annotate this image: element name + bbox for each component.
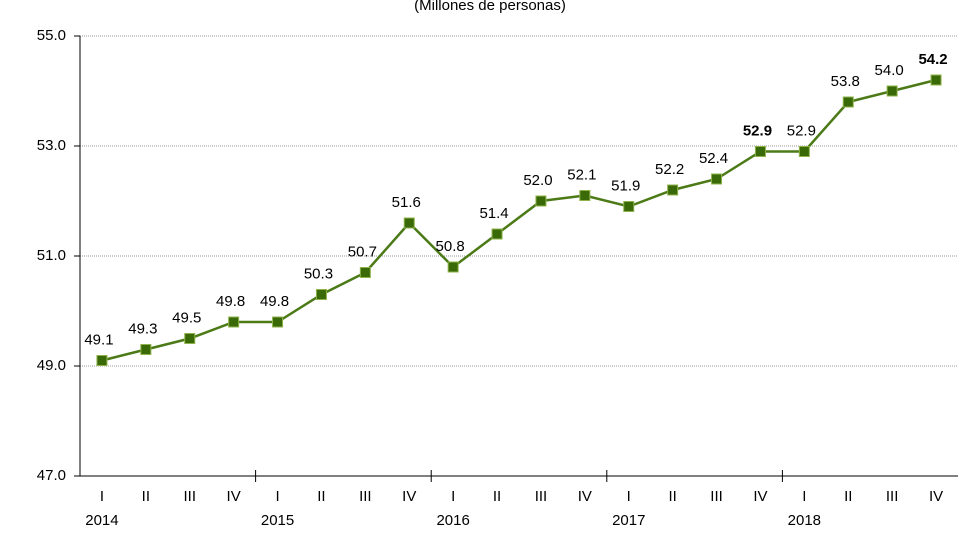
data-label: 50.8 xyxy=(436,238,465,255)
x-tick-label: II xyxy=(493,488,501,505)
x-tick-label: IV xyxy=(929,488,943,505)
data-label: 52.1 xyxy=(567,166,596,183)
point-marker xyxy=(228,316,240,328)
point-marker xyxy=(535,195,547,207)
y-tick-label: 55.0 xyxy=(37,27,66,44)
data-label: 52.0 xyxy=(523,172,552,189)
point-marker xyxy=(403,217,415,229)
point-marker xyxy=(359,267,371,278)
point-marker xyxy=(272,316,284,328)
data-label: 49.8 xyxy=(260,293,289,310)
data-label: 49.1 xyxy=(84,331,113,348)
data-label: 52.2 xyxy=(655,161,684,178)
point-marker xyxy=(447,261,459,273)
x-tick-label: I xyxy=(802,488,806,505)
x-tick-label: III xyxy=(359,488,372,505)
group-label: 2014 xyxy=(85,512,118,529)
y-tick-label: 47.0 xyxy=(37,467,66,484)
point-marker xyxy=(930,74,942,86)
x-tick-label: III xyxy=(710,488,723,505)
group-label: 2018 xyxy=(788,512,821,529)
data-label: 49.8 xyxy=(216,293,245,310)
x-tick-label: III xyxy=(535,488,548,505)
x-tick-label: IV xyxy=(227,488,241,505)
x-tick-label: I xyxy=(100,488,104,505)
data-label: 51.4 xyxy=(479,205,508,222)
x-tick-label: IV xyxy=(402,488,416,505)
point-marker xyxy=(754,146,766,157)
data-label: 49.5 xyxy=(172,309,201,326)
x-tick-label: I xyxy=(627,488,631,505)
data-label: 54.0 xyxy=(875,62,904,79)
data-label: 50.7 xyxy=(348,243,377,260)
point-marker xyxy=(315,289,327,300)
data-label: 53.8 xyxy=(831,73,860,90)
data-label: 54.2 xyxy=(918,51,947,68)
y-tick-label: 53.0 xyxy=(37,137,66,154)
y-tick-label: 51.0 xyxy=(37,247,66,264)
x-tick-label: II xyxy=(844,488,852,505)
group-label: 2015 xyxy=(261,512,294,529)
x-tick-label: I xyxy=(275,488,279,505)
point-marker xyxy=(184,333,196,344)
point-marker xyxy=(886,85,898,97)
point-marker xyxy=(491,228,503,240)
x-tick-label: I xyxy=(451,488,455,505)
point-marker xyxy=(140,344,152,355)
x-tick-label: II xyxy=(668,488,676,505)
data-label: 50.3 xyxy=(304,265,333,282)
group-label: 2016 xyxy=(436,512,469,529)
x-tick-label: III xyxy=(886,488,899,505)
point-marker xyxy=(579,190,591,201)
y-tick-label: 49.0 xyxy=(37,357,66,374)
data-label: 52.4 xyxy=(699,150,728,167)
chart-subtitle: (Millones de personas) xyxy=(414,0,566,14)
group-label: 2017 xyxy=(612,512,645,529)
point-marker xyxy=(711,173,723,185)
x-tick-label: IV xyxy=(753,488,767,505)
data-label: 52.9 xyxy=(743,122,772,139)
point-marker xyxy=(667,184,679,196)
series-line xyxy=(101,78,937,362)
point-marker xyxy=(623,201,635,212)
data-label: 52.9 xyxy=(787,122,816,139)
data-label: 51.6 xyxy=(392,194,421,211)
x-tick-label: II xyxy=(142,488,150,505)
data-label: 49.3 xyxy=(128,320,157,337)
x-tick-label: II xyxy=(317,488,325,505)
x-tick-label: III xyxy=(183,488,196,505)
point-marker xyxy=(798,146,810,157)
x-tick-label: IV xyxy=(578,488,592,505)
point-marker xyxy=(96,355,108,366)
data-label: 51.9 xyxy=(611,177,640,194)
point-marker xyxy=(842,96,854,108)
